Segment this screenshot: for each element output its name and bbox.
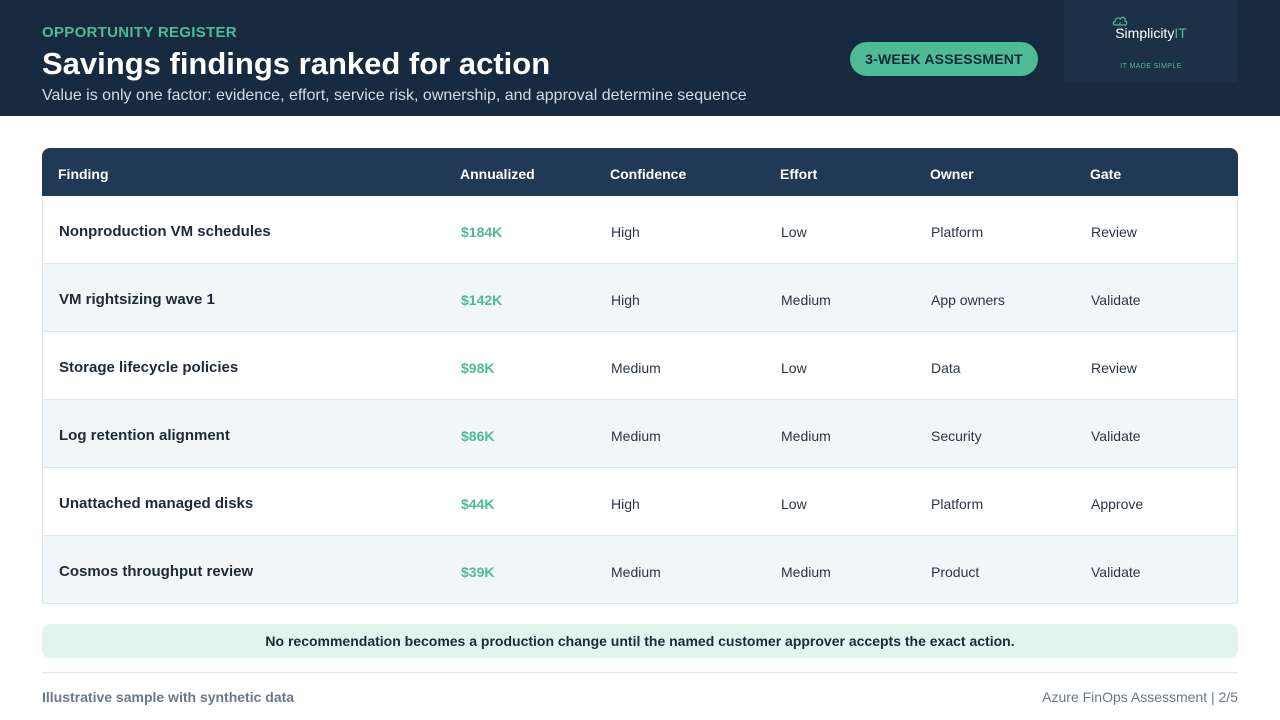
owner-cell: Data [931, 360, 961, 376]
page-subtitle: Value is only one factor: evidence, effo… [42, 87, 747, 104]
logo-tagline: IT MADE SIMPLE [1120, 63, 1182, 70]
table-row: VM rightsizing wave 1 $142K High Medium … [42, 264, 1238, 332]
annualized-cell: $142K [461, 292, 503, 308]
table-row: Unattached managed disks $44K High Low P… [42, 468, 1238, 536]
gate-cell: Review [1091, 224, 1137, 240]
approval-note: No recommendation becomes a production c… [42, 624, 1238, 658]
column-header-effort: Effort [780, 166, 818, 182]
table-row: Cosmos throughput review $39K Medium Med… [42, 536, 1238, 604]
confidence-cell: High [611, 224, 640, 240]
owner-cell: App owners [931, 292, 1005, 308]
footer-page-info: Azure FinOps Assessment | 2/5 [1042, 689, 1238, 705]
column-header-finding: Finding [58, 166, 109, 182]
table-header: Finding Annualized Confidence Effort Own… [42, 148, 1238, 196]
annualized-cell: $86K [461, 428, 495, 444]
finding-cell: VM rightsizing wave 1 [59, 291, 215, 308]
finding-cell: Log retention alignment [59, 427, 230, 444]
owner-cell: Security [931, 428, 982, 444]
effort-cell: Medium [781, 292, 831, 308]
page-title: Savings findings ranked for action [42, 46, 551, 81]
finding-cell: Nonproduction VM schedules [59, 223, 271, 240]
section-eyebrow: OPPORTUNITY REGISTER [42, 24, 237, 41]
findings-table: Finding Annualized Confidence Effort Own… [42, 148, 1238, 604]
effort-cell: Low [781, 496, 807, 512]
column-header-owner: Owner [930, 166, 974, 182]
effort-cell: Medium [781, 564, 831, 580]
assessment-badge: 3-WEEK ASSESSMENT [850, 42, 1038, 76]
gate-cell: Approve [1091, 496, 1144, 512]
confidence-cell: Medium [611, 428, 661, 444]
logo-brand-accent: IT [1174, 25, 1187, 41]
annualized-cell: $39K [461, 564, 495, 580]
finding-cell: Storage lifecycle policies [59, 359, 239, 376]
slide-header: OPPORTUNITY REGISTER Savings findings ra… [0, 0, 1280, 116]
column-header-gate: Gate [1090, 166, 1122, 182]
confidence-cell: High [611, 496, 640, 512]
gate-cell: Validate [1091, 292, 1141, 308]
annualized-cell: $98K [461, 360, 495, 376]
annualized-cell: $44K [461, 496, 495, 512]
column-header-annualized: Annualized [460, 166, 535, 182]
gate-cell: Validate [1091, 564, 1141, 580]
finding-cell: Cosmos throughput review [59, 563, 254, 580]
annualized-cell: $184K [461, 224, 503, 240]
column-header-confidence: Confidence [610, 166, 687, 182]
footer-divider [42, 672, 1238, 673]
table-row: Log retention alignment $86K Medium Medi… [42, 400, 1238, 468]
confidence-cell: Medium [611, 360, 661, 376]
effort-cell: Medium [781, 428, 831, 444]
cloud-icon [1112, 16, 1128, 26]
effort-cell: Low [781, 360, 807, 376]
owner-cell: Platform [931, 224, 984, 240]
footer-disclaimer: Illustrative sample with synthetic data [42, 689, 295, 705]
gate-cell: Review [1091, 360, 1137, 376]
logo-brand-main: Simplicity [1115, 25, 1175, 41]
finding-cell: Unattached managed disks [59, 495, 254, 512]
owner-cell: Product [931, 564, 980, 580]
confidence-cell: High [611, 292, 640, 308]
confidence-cell: Medium [611, 564, 661, 580]
logo-wordmark: SimplicityIT [1064, 25, 1238, 41]
gate-cell: Validate [1091, 428, 1141, 444]
table-row: Storage lifecycle policies $98K Medium L… [42, 332, 1238, 400]
owner-cell: Platform [931, 496, 984, 512]
company-logo: SimplicityIT IT MADE SIMPLE [1064, 0, 1238, 82]
effort-cell: Low [781, 224, 807, 240]
table-row: Nonproduction VM schedules $184K High Lo… [42, 196, 1238, 264]
